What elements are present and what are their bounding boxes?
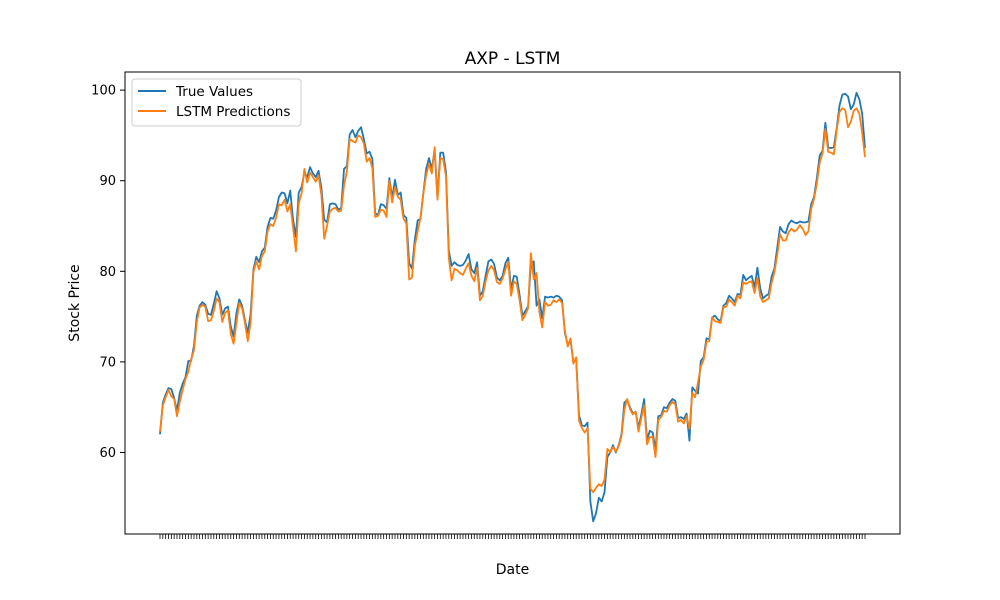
y-tick-label: 100 (91, 84, 116, 99)
series-group (159, 91, 866, 523)
x-axis-ticks (159, 534, 866, 539)
series-line-true-values (159, 91, 866, 523)
y-tick-label: 70 (99, 355, 116, 370)
legend-box (131, 78, 302, 127)
y-tick-label: 90 (99, 174, 116, 189)
plot-frame (124, 71, 901, 535)
legend-label-true-values: True Values (175, 84, 253, 100)
x-axis-title: Date (496, 562, 529, 578)
chart-title: AXP - LSTM (465, 49, 561, 69)
y-axis-ticks: 60 70 80 90 100 (91, 84, 125, 461)
y-tick-label: 60 (99, 446, 116, 461)
legend: True Values LSTM Predictions (131, 78, 302, 127)
y-tick-label: 80 (99, 265, 116, 280)
y-axis-title: Stock Price (67, 264, 83, 341)
series-line-lstm-predictions (159, 107, 866, 494)
legend-label-lstm-predictions: LSTM Predictions (176, 104, 290, 120)
